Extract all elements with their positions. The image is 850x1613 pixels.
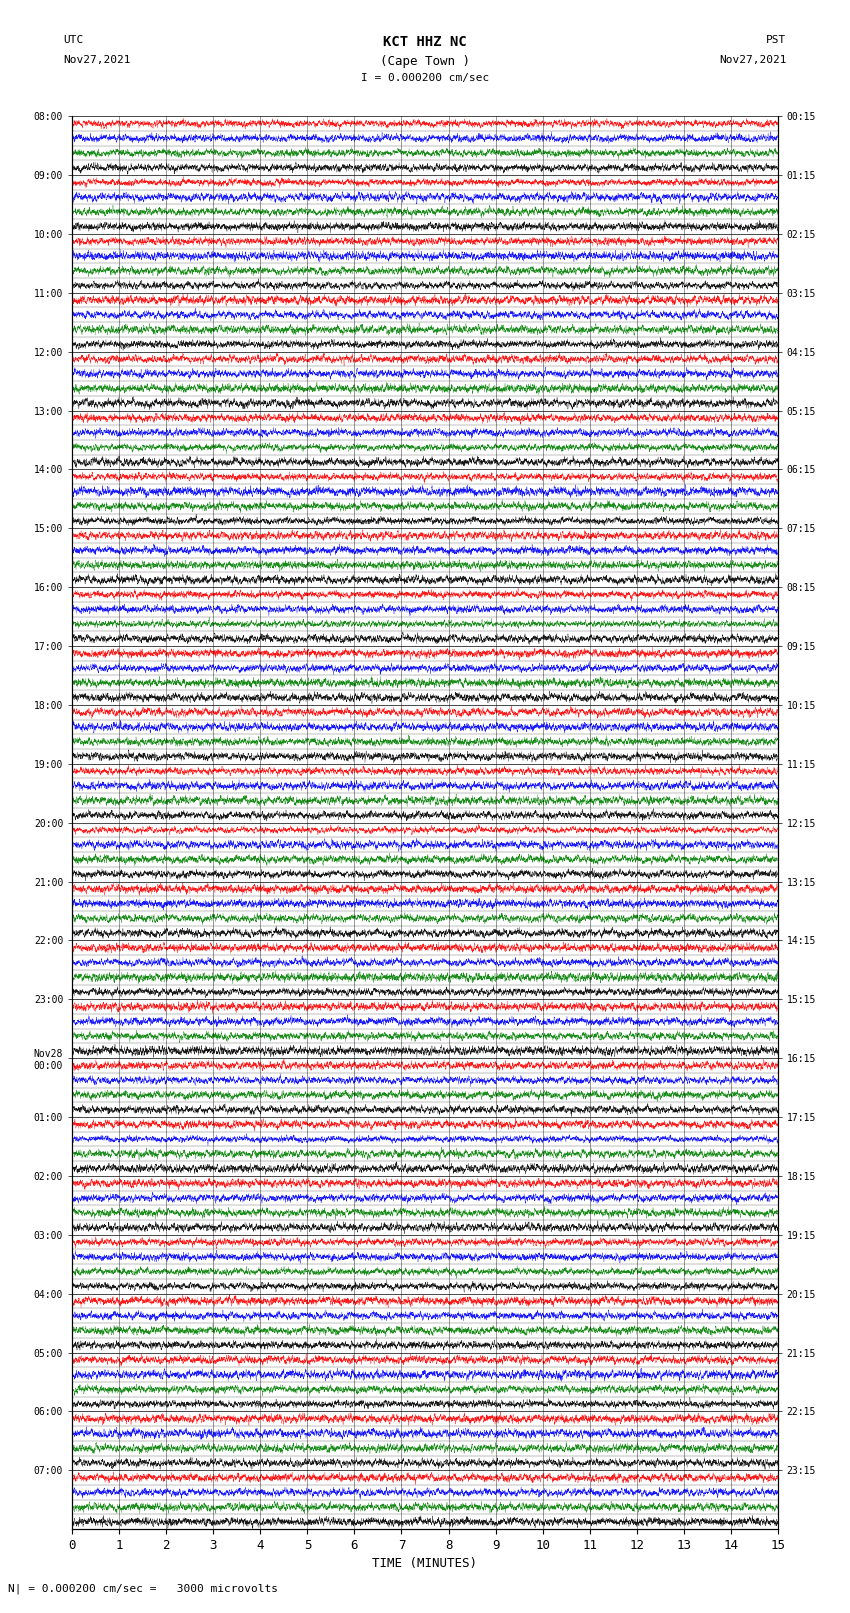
Text: UTC: UTC <box>64 35 84 45</box>
Text: N| = 0.000200 cm/sec =   3000 microvolts: N| = 0.000200 cm/sec = 3000 microvolts <box>8 1582 279 1594</box>
Text: Nov27,2021: Nov27,2021 <box>719 55 786 65</box>
Text: Nov27,2021: Nov27,2021 <box>64 55 131 65</box>
Text: PST: PST <box>766 35 786 45</box>
X-axis label: TIME (MINUTES): TIME (MINUTES) <box>372 1558 478 1571</box>
Text: I = 0.000200 cm/sec: I = 0.000200 cm/sec <box>361 73 489 82</box>
Text: (Cape Town ): (Cape Town ) <box>380 55 470 68</box>
Text: KCT HHZ NC: KCT HHZ NC <box>383 35 467 50</box>
